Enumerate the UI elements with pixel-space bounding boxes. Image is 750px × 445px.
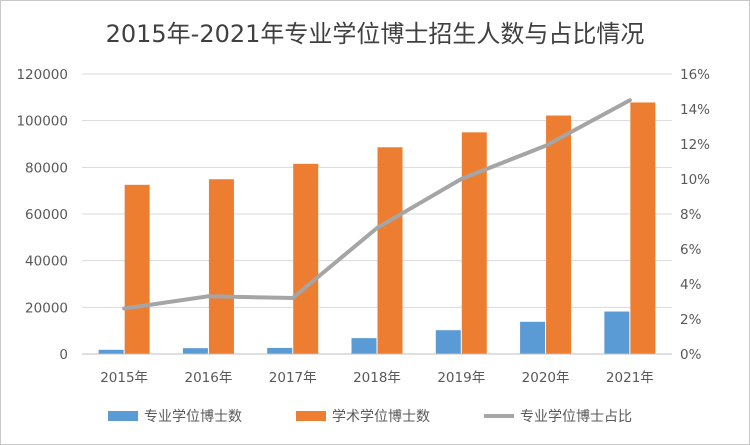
right-tick-label: 16% xyxy=(680,67,710,83)
right-tick-label: 2% xyxy=(680,312,702,328)
chart-title: 2015年-2021年专业学位博士招生人数与占比情况 xyxy=(106,20,645,48)
ratio-line xyxy=(122,98,632,311)
x-axis: 2015年 2016年 2017年 2018年 2019年 2020年 2021年 xyxy=(82,353,672,386)
bar-professional xyxy=(182,348,208,354)
bar-professional xyxy=(351,338,377,354)
bar-academic xyxy=(293,163,319,354)
legend-label: 学术学位博士数 xyxy=(332,408,430,425)
right-tick-label: 6% xyxy=(680,242,702,258)
category-label: 2018年 xyxy=(353,370,401,386)
right-tick-label: 0% xyxy=(680,347,702,363)
ratio-point xyxy=(123,308,125,309)
legend: 专业学位博士数 学术学位博士数 专业学位博士占比 xyxy=(108,408,632,425)
bars xyxy=(98,102,656,355)
ratio-point xyxy=(376,227,378,229)
category-label: 2017年 xyxy=(269,370,317,386)
bar-academic xyxy=(377,147,403,354)
category-label: 2021年 xyxy=(606,370,654,386)
bar-academic xyxy=(461,132,487,354)
bar-academic xyxy=(124,184,150,354)
right-axis: 0% 2% 4% 6% 8% 10% 12% 14% 16% xyxy=(680,67,710,363)
category-label: 2020年 xyxy=(522,370,570,386)
left-tick-label: 0 xyxy=(59,347,68,363)
category-label: 2016年 xyxy=(184,370,232,386)
bar-professional xyxy=(435,330,461,354)
bar-professional xyxy=(520,321,546,354)
category-label: 2015年 xyxy=(100,370,148,386)
ratio-point xyxy=(629,99,631,101)
right-tick-label: 12% xyxy=(680,137,710,153)
left-tick-label: 100000 xyxy=(16,114,68,130)
ratio-point xyxy=(292,297,294,299)
left-tick-label: 20000 xyxy=(25,300,68,316)
legend-label: 专业学位博士数 xyxy=(144,408,242,425)
bar-academic xyxy=(208,179,234,354)
bar-professional xyxy=(604,311,630,354)
legend-label: 专业学位博士占比 xyxy=(520,408,632,425)
right-tick-label: 8% xyxy=(680,207,702,223)
left-tick-label: 80000 xyxy=(25,160,68,176)
bar-academic xyxy=(546,115,572,355)
legend-swatch xyxy=(108,411,138,421)
gridlines xyxy=(82,73,672,355)
left-tick-label: 120000 xyxy=(16,67,68,83)
legend-swatch xyxy=(296,411,326,421)
ratio-point xyxy=(545,145,547,147)
bar-professional xyxy=(267,347,293,354)
right-tick-label: 4% xyxy=(680,277,702,293)
right-tick-label: 14% xyxy=(680,102,710,118)
bar-academic xyxy=(630,102,656,354)
category-label: 2019年 xyxy=(437,370,485,386)
left-axis: 0 20000 40000 60000 80000 100000 120000 xyxy=(16,67,68,363)
left-tick-label: 40000 xyxy=(25,254,68,270)
left-tick-label: 60000 xyxy=(25,207,68,223)
bar-professional xyxy=(98,349,124,354)
right-tick-label: 10% xyxy=(680,172,710,188)
ratio-point xyxy=(207,295,209,297)
ratio-point xyxy=(460,178,462,180)
